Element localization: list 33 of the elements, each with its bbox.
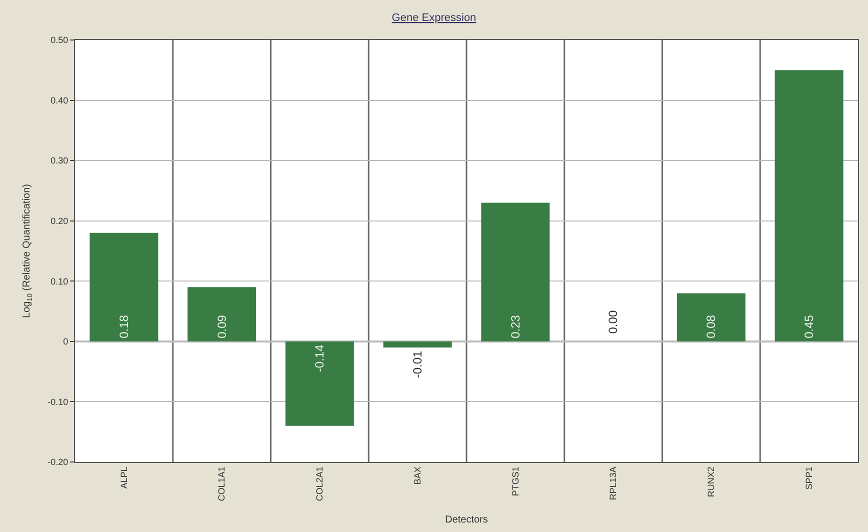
bar (676, 293, 746, 342)
bar (481, 202, 550, 342)
data-label: 0.08 (704, 314, 718, 338)
bar (285, 341, 354, 426)
data-label: 0.45 (802, 314, 816, 338)
bar (774, 70, 844, 342)
bar (188, 287, 256, 342)
x-tick-label: COL2A1 (314, 466, 325, 502)
data-label: 0.00 (606, 310, 620, 334)
bar (383, 341, 452, 348)
data-label: 0.23 (508, 314, 522, 338)
y-tick-label: 0 (63, 336, 68, 347)
y-tick-label: 0.40 (50, 95, 68, 106)
x-tick-label: SPP1 (804, 466, 814, 490)
y-tick-label: -0.20 (48, 457, 68, 468)
y-tick-label: 0.50 (50, 35, 68, 46)
x-tick-label: PTGS1 (510, 466, 520, 496)
x-tick-label: RUNX2 (706, 466, 716, 498)
y-tick-label: 0.20 (50, 216, 68, 226)
x-tick-label: BAX (412, 466, 422, 485)
x-axis-title: Detectors (445, 514, 488, 526)
y-tick-label: -0.10 (48, 396, 68, 407)
y-tick-label: 0.30 (50, 156, 68, 166)
data-label: 0.09 (214, 314, 229, 338)
x-tick-label: ALPL (118, 466, 129, 489)
chart-title: Gene Expression (392, 12, 476, 24)
data-label: 0.18 (116, 314, 131, 338)
bar (90, 232, 158, 342)
x-tick-label: COL1A1 (216, 466, 227, 502)
y-tick-label: 0.10 (50, 276, 68, 286)
data-label: -0.14 (312, 344, 327, 372)
data-label: -0.01 (410, 350, 425, 378)
x-tick-label: RPL13A (608, 466, 618, 500)
